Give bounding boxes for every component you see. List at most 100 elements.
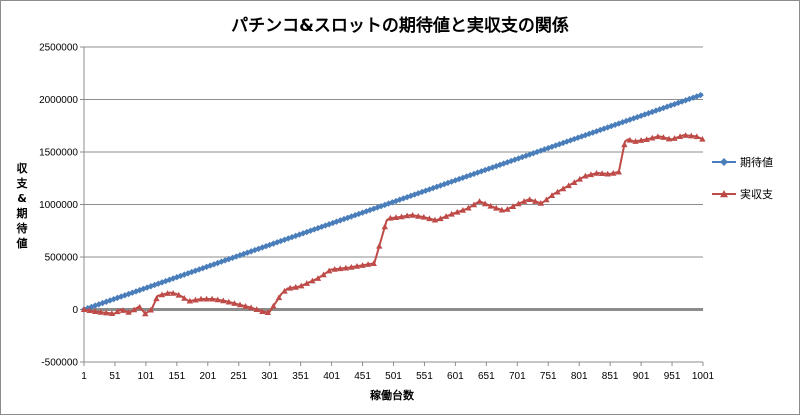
series-line xyxy=(83,134,704,316)
x-tick-label: 651 xyxy=(478,371,495,382)
data-point xyxy=(548,192,556,198)
data-point xyxy=(699,135,706,142)
data-point xyxy=(114,308,121,315)
data-point xyxy=(164,290,171,296)
x-tick-label: 51 xyxy=(109,371,121,382)
data-point xyxy=(437,215,444,222)
x-tick-label: 751 xyxy=(540,371,557,382)
x-tick-label: 351 xyxy=(292,371,309,382)
data-point xyxy=(298,282,305,289)
x-tick-label: 701 xyxy=(509,371,526,382)
data-point xyxy=(337,265,344,272)
x-tick-label: 601 xyxy=(447,371,464,382)
data-point xyxy=(678,98,686,105)
data-point xyxy=(403,212,411,219)
x-tick-label: 301 xyxy=(261,371,278,382)
y-axis-label-char: 収 xyxy=(17,162,29,175)
data-point xyxy=(485,165,493,172)
data-point xyxy=(220,297,227,304)
data-point xyxy=(476,198,483,204)
data-point xyxy=(689,94,697,101)
data-point xyxy=(608,122,615,130)
data-point xyxy=(611,121,619,129)
series-markers xyxy=(80,132,706,317)
y-tick-label: 0 xyxy=(72,305,78,316)
x-tick-label: 951 xyxy=(664,371,681,382)
data-point xyxy=(225,255,233,263)
data-point xyxy=(615,120,623,127)
data-point xyxy=(132,288,140,295)
data-point xyxy=(229,254,236,262)
data-point xyxy=(166,276,173,283)
data-point xyxy=(348,263,355,270)
data-point xyxy=(693,133,701,140)
series-expected-value xyxy=(80,91,704,313)
data-point xyxy=(643,136,650,142)
data-point xyxy=(649,134,656,141)
data-point xyxy=(275,294,283,301)
series-layer xyxy=(80,91,706,317)
y-axis-label: 収支 &期待値 xyxy=(16,162,29,250)
data-point xyxy=(303,280,311,286)
legend-item[interactable]: 期待値 xyxy=(712,155,773,169)
y-tick-label: 1000000 xyxy=(39,200,78,211)
data-point xyxy=(660,104,667,112)
data-point xyxy=(597,126,604,134)
data-point xyxy=(242,302,249,309)
data-point xyxy=(184,270,192,277)
data-point xyxy=(532,198,539,204)
data-point xyxy=(465,204,472,211)
data-point xyxy=(574,134,582,141)
x-tick-label: 501 xyxy=(385,371,402,382)
data-point xyxy=(175,291,182,298)
data-point xyxy=(567,137,574,144)
data-point xyxy=(509,203,517,209)
data-point xyxy=(97,308,104,315)
data-point xyxy=(526,196,533,203)
x-tick-label: 1001 xyxy=(692,371,715,382)
y-axis-ticks: -500000 0 500000 1000000 1500000 2000000 25000… xyxy=(39,43,84,369)
data-point xyxy=(610,170,617,176)
x-tick-label: 101 xyxy=(138,371,155,382)
data-point xyxy=(314,275,322,281)
data-point xyxy=(192,296,199,303)
data-point xyxy=(652,107,660,114)
data-point xyxy=(253,306,260,313)
x-tick-label: 551 xyxy=(416,371,433,382)
data-point xyxy=(429,184,437,192)
data-point xyxy=(693,93,701,100)
data-point xyxy=(108,310,116,316)
data-point xyxy=(623,117,630,125)
y-axis-label-char: 支 xyxy=(16,176,29,190)
data-point xyxy=(621,141,628,148)
legend-item[interactable]: 実収支 xyxy=(712,187,773,201)
grid xyxy=(83,46,703,363)
legend-marker xyxy=(720,190,728,198)
y-axis-label-char: 値 xyxy=(16,236,28,250)
data-point xyxy=(520,198,528,204)
data-point xyxy=(637,137,645,143)
x-tick-label: 151 xyxy=(169,371,186,382)
data-point xyxy=(515,155,522,162)
data-point xyxy=(426,215,433,222)
data-point xyxy=(125,309,132,315)
data-point xyxy=(236,301,244,308)
data-point xyxy=(169,290,177,296)
data-point xyxy=(325,267,333,274)
data-point xyxy=(203,295,210,302)
legend-marker xyxy=(720,158,728,166)
data-point xyxy=(515,200,522,207)
data-point xyxy=(582,172,589,179)
data-point xyxy=(604,124,611,131)
data-point xyxy=(656,106,663,113)
data-point xyxy=(376,242,383,249)
data-point xyxy=(158,291,166,298)
data-point xyxy=(91,308,99,315)
data-point xyxy=(459,174,467,181)
data-point xyxy=(331,265,338,272)
x-tick-label: 851 xyxy=(602,371,619,382)
data-point xyxy=(387,214,394,221)
